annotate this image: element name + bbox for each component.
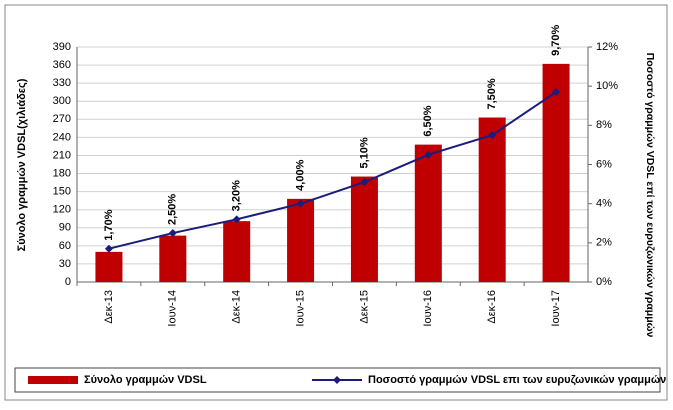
data-label: 1,70% — [103, 209, 115, 240]
y-tick-label: 120 — [53, 204, 71, 216]
y2-tick-label: 10% — [596, 80, 618, 92]
y-tick-label: 300 — [53, 95, 71, 107]
y-tick-label: 0 — [65, 276, 71, 288]
y-tick-label: 390 — [53, 41, 71, 53]
x-tick-label: Ιουν-16 — [422, 290, 434, 327]
bar — [542, 63, 570, 282]
y-tick-label: 90 — [59, 222, 71, 234]
line-marker — [104, 244, 113, 253]
y-tick-label: 240 — [53, 131, 71, 143]
y-tick-label: 30 — [59, 258, 71, 270]
y-axis-label: Σύνολο γραμμών VDSL(χιλιάδες) — [16, 78, 28, 251]
bar — [350, 176, 378, 282]
y-tick-label: 270 — [53, 113, 71, 125]
bar — [159, 235, 187, 282]
line-marker — [296, 199, 305, 208]
bar — [95, 251, 123, 282]
x-tick-label: Ιουν-17 — [550, 290, 562, 327]
legend-label: Σύνολο γραμμών VDSL — [84, 374, 207, 386]
y-tick-label: 150 — [53, 186, 71, 198]
data-label: 3,20% — [231, 180, 243, 211]
line-marker — [232, 215, 241, 224]
y2-tick-label: 6% — [596, 158, 612, 170]
line — [108, 91, 557, 250]
y2-axis-label: Ποσοστό γραμμών VDSL επί των ευρυζωνικών… — [644, 53, 656, 338]
x-tick-label: Δεκ-13 — [103, 290, 115, 324]
legend-marker — [333, 376, 341, 384]
y2-tick-label: 12% — [596, 41, 618, 53]
bar — [414, 144, 442, 282]
chart-frame — [4, 4, 668, 401]
bar — [478, 117, 506, 282]
x-tick-label: Δεκ-16 — [486, 290, 498, 324]
data-label: 6,50% — [422, 105, 434, 136]
line-marker — [424, 150, 433, 159]
y-tick-label: 60 — [59, 240, 71, 252]
line-marker — [488, 131, 497, 140]
data-label: 7,50% — [486, 78, 498, 109]
legend-label: Ποσοστό γραμμών VDSL επι των ευρυζωνικών… — [368, 374, 666, 386]
y2-tick-label: 2% — [596, 237, 612, 249]
y-tick-label: 330 — [53, 77, 71, 89]
bar — [223, 221, 251, 282]
line-marker — [168, 229, 177, 238]
y-tick-label: 210 — [53, 149, 71, 161]
x-tick-label: Ιουν-14 — [167, 290, 179, 327]
y-tick-label: 180 — [53, 167, 71, 179]
data-label: 5,10% — [358, 137, 370, 168]
line-marker — [360, 178, 369, 187]
y2-tick-label: 4% — [596, 198, 612, 210]
data-label: 2,50% — [167, 194, 179, 225]
bar — [287, 198, 315, 282]
legend-box — [14, 367, 661, 393]
x-tick-label: Ιουν-15 — [294, 290, 306, 327]
y-tick-label: 360 — [53, 59, 71, 71]
legend-swatch — [28, 376, 78, 384]
y2-tick-label: 0% — [596, 276, 612, 288]
data-label: 4,00% — [294, 159, 306, 190]
line-marker — [552, 88, 561, 97]
x-tick-label: Δεκ-15 — [358, 290, 370, 324]
x-tick-label: Δεκ-14 — [231, 290, 243, 324]
y2-tick-label: 8% — [596, 119, 612, 131]
data-label: 9,70% — [550, 24, 562, 55]
